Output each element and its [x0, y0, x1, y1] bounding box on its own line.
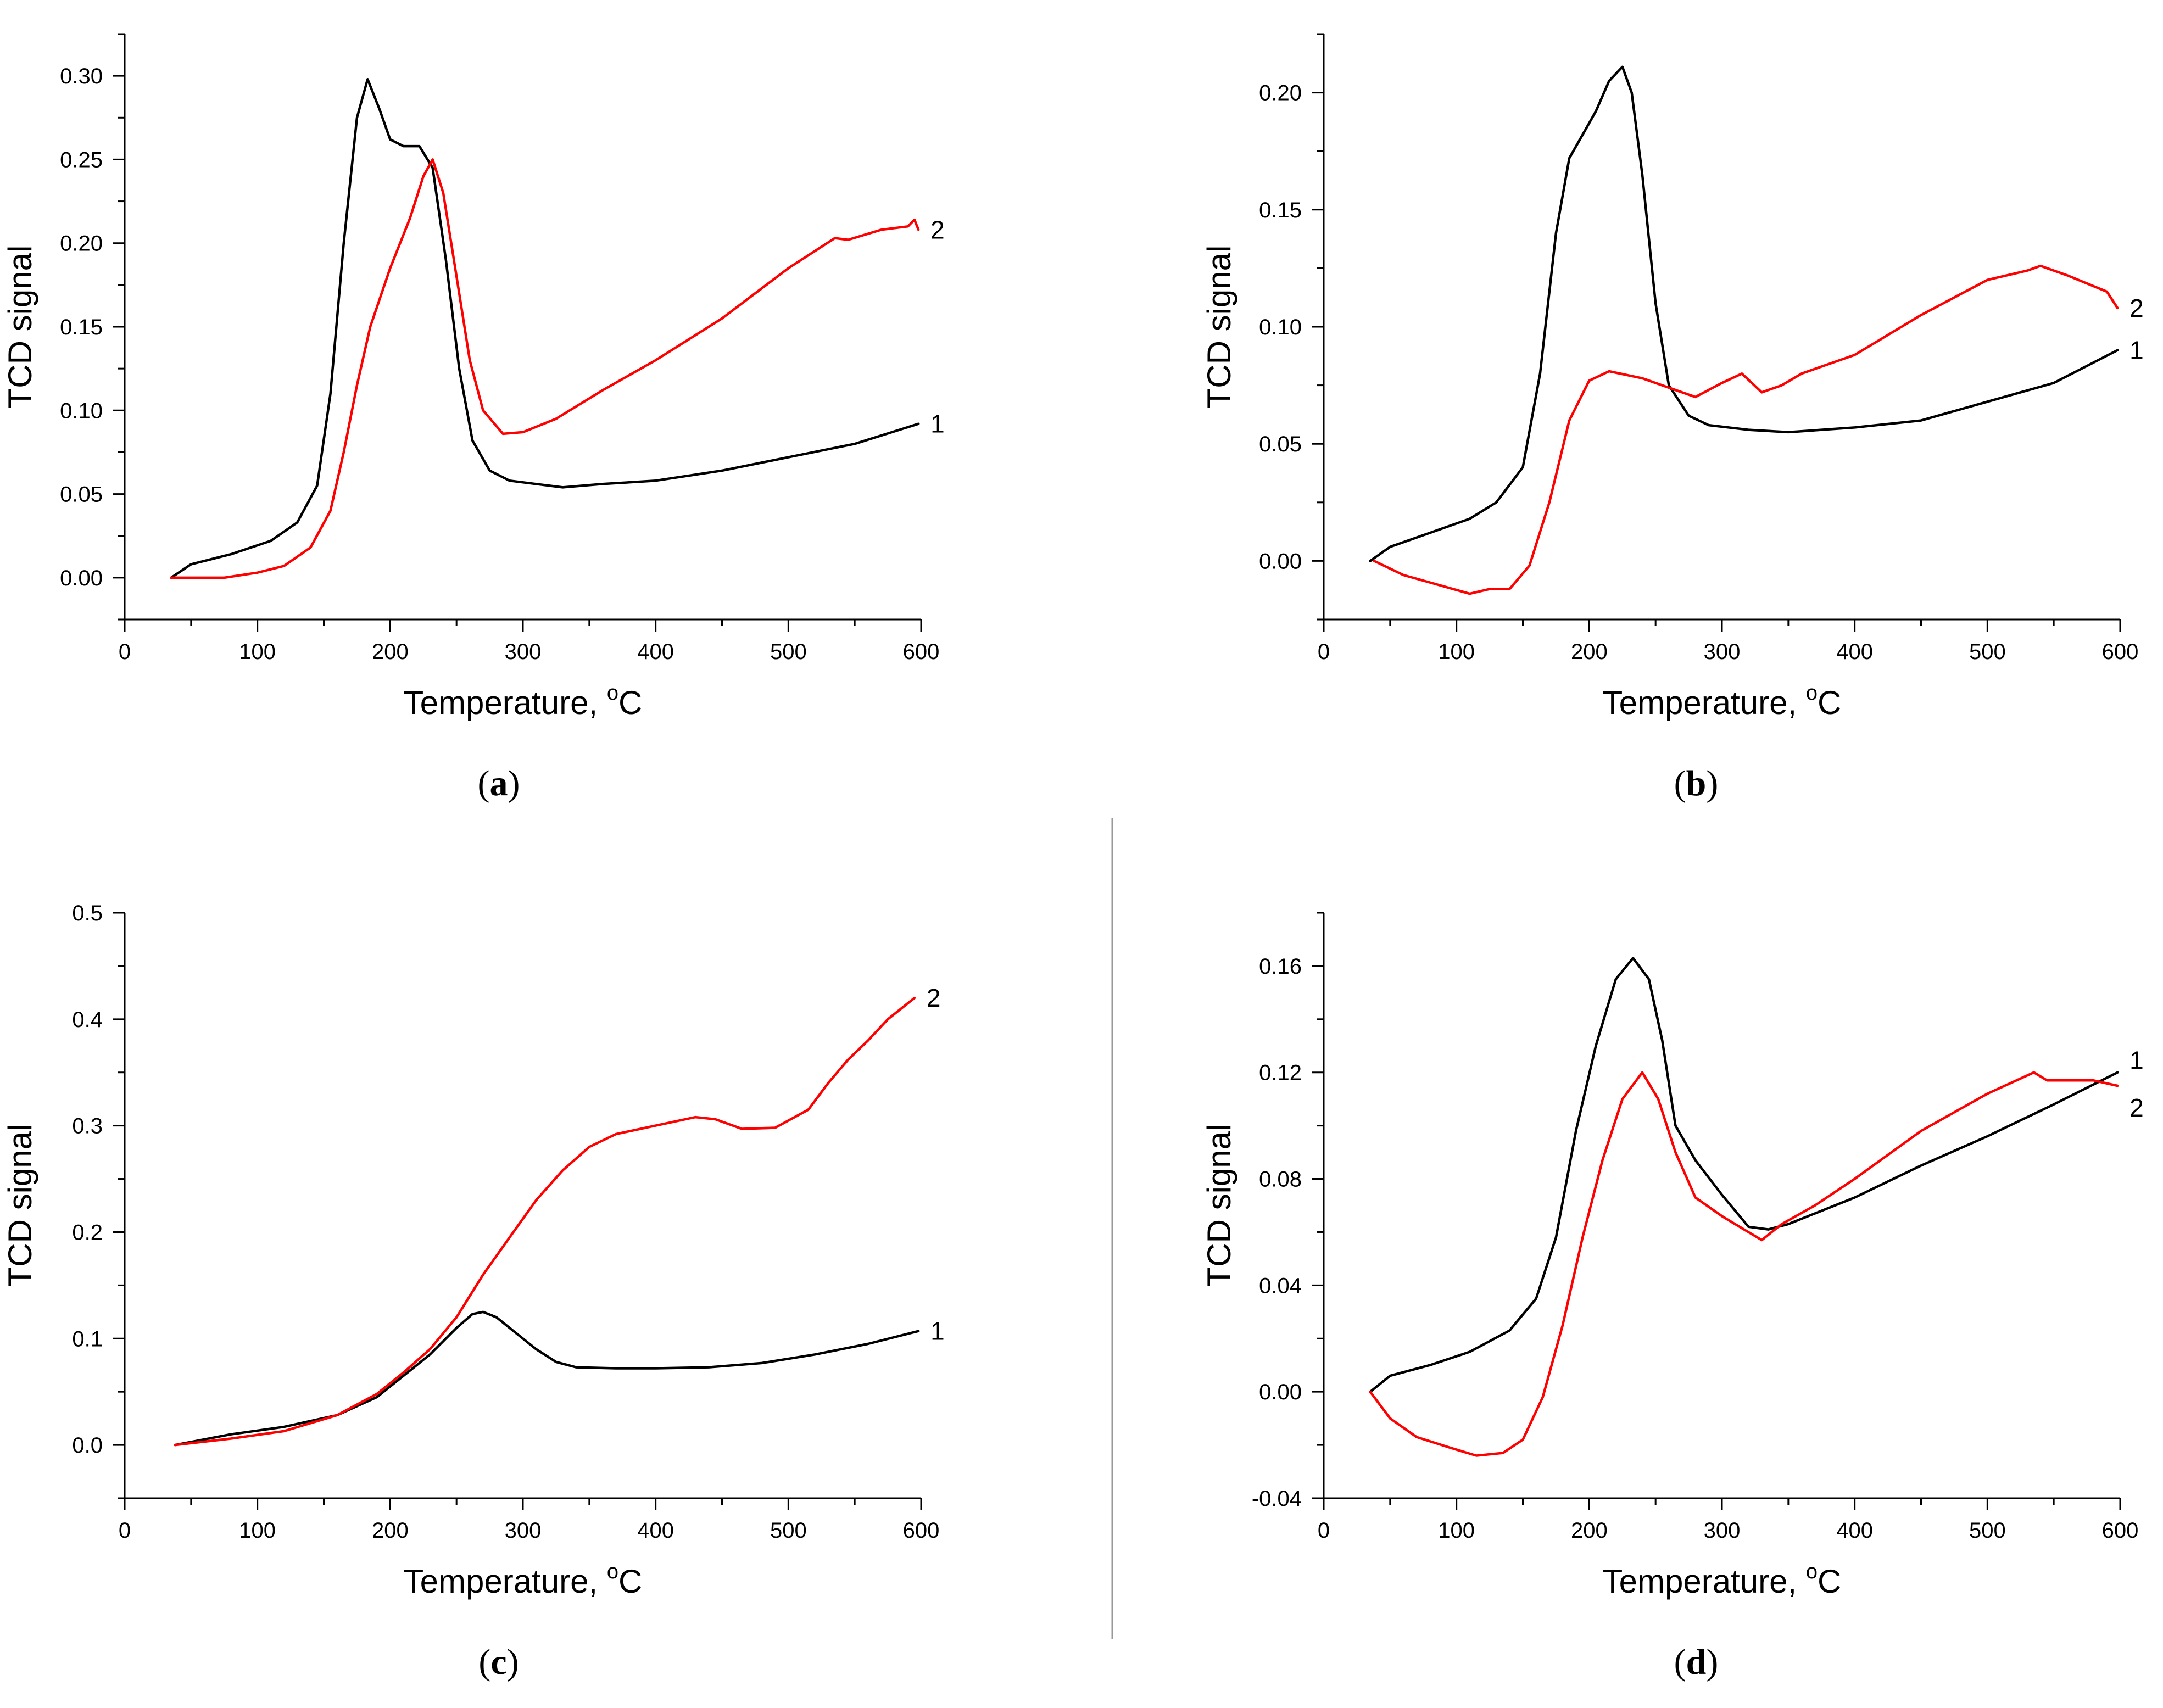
x-tick-label: 300 — [1704, 640, 1741, 664]
chart-panel-d: 0 100 200 300 400 500 600 -0.04 0.00 0.04 0.08 0.12… — [1201, 912, 2144, 1682]
x-tick-label: 600 — [2102, 640, 2139, 664]
x-tick-label: 600 — [2102, 1519, 2139, 1543]
y-axis-title: TCD signal — [2, 1124, 38, 1287]
y-tick-label: 0.16 — [1259, 955, 1302, 979]
y-axis-title: TCD signal — [1201, 1124, 1237, 1287]
x-tick-label: 600 — [903, 640, 940, 664]
chart-panel-c: 0 100 200 300 400 500 600 0.0 0.1 0.2 0.3 0.4 0.5 Tem… — [2, 901, 945, 1682]
x-tick-label: 600 — [903, 1519, 940, 1543]
x-tick-label: 300 — [505, 1519, 542, 1543]
series-label-2: 2 — [927, 984, 941, 1012]
x-axis-title: Temperature, oC — [1603, 682, 1842, 721]
y-tick-label: 0.05 — [60, 483, 103, 507]
x-tick-label: 0 — [1318, 640, 1330, 664]
y-tick-label: 0.5 — [72, 901, 103, 925]
x-axis-title: Temperature, oC — [404, 682, 643, 721]
x-tick-label: 500 — [770, 640, 807, 664]
x-tick-label: 0 — [1318, 1519, 1330, 1543]
x-tick-label: 400 — [1836, 1519, 1873, 1543]
y-tick-label: 0.08 — [1259, 1168, 1302, 1192]
y-axis-title: TCD signal — [1201, 245, 1237, 409]
series-line-1 — [1369, 65, 2119, 562]
y-tick-label: 0.25 — [60, 148, 103, 172]
series-label-1: 1 — [2129, 1046, 2144, 1075]
series-label-2: 2 — [2129, 1093, 2144, 1122]
series-line-1 — [170, 77, 920, 579]
y-tick-label: 0.20 — [60, 232, 103, 256]
x-tick-label: 200 — [1571, 1519, 1608, 1543]
x-tick-label: 300 — [1704, 1519, 1741, 1543]
panel-caption: (d) — [1674, 1642, 1719, 1682]
x-axis-title: Temperature, oC — [404, 1560, 643, 1600]
x-tick-label: 200 — [372, 1519, 409, 1543]
x-tick-label: 400 — [1836, 640, 1873, 664]
panel-caption: (c) — [478, 1642, 519, 1682]
x-tick-label: 0 — [119, 1519, 131, 1543]
y-tick-label: 0.20 — [1259, 81, 1302, 105]
x-tick-label: 0 — [119, 640, 131, 664]
y-tick-label: 0.00 — [1259, 549, 1302, 573]
x-tick-label: 100 — [1438, 640, 1475, 664]
y-tick-label: 0.12 — [1259, 1061, 1302, 1085]
y-tick-label: 0.0 — [72, 1433, 103, 1458]
x-axis-title: Temperature, oC — [1603, 1560, 1842, 1600]
x-tick-label: 500 — [1969, 640, 2006, 664]
y-tick-label: 0.10 — [60, 399, 103, 423]
y-tick-label: -0.04 — [1252, 1487, 1302, 1511]
x-tick-label: 100 — [239, 640, 276, 664]
x-tick-label: 400 — [637, 1519, 674, 1543]
series-line-1 — [1369, 957, 2119, 1393]
x-tick-label: 500 — [770, 1519, 807, 1543]
series-line-2 — [170, 158, 920, 579]
y-tick-label: 0.10 — [1259, 315, 1302, 339]
y-tick-label: 0.30 — [60, 64, 103, 88]
series-label-2: 2 — [930, 215, 945, 244]
series-line-2 — [1373, 264, 2119, 595]
y-tick-label: 0.15 — [60, 315, 103, 339]
y-tick-label: 0.00 — [60, 566, 103, 590]
series-label-1: 1 — [930, 410, 945, 438]
panel-caption: (b) — [1674, 763, 1719, 803]
y-tick-label: 0.05 — [1259, 432, 1302, 456]
x-tick-label: 400 — [637, 640, 674, 664]
panel-caption: (a) — [478, 763, 520, 803]
y-tick-label: 0.15 — [1259, 198, 1302, 222]
y-tick-label: 0.4 — [72, 1008, 103, 1032]
y-tick-label: 0.04 — [1259, 1274, 1302, 1298]
series-line-2 — [1369, 1071, 2119, 1457]
series-line-2 — [174, 996, 916, 1447]
chart-panel-a: 0 100 200 300 400 500 600 0.00 0.05 0.10 0.15 0.20 0… — [2, 33, 945, 803]
y-tick-label: 0.00 — [1259, 1380, 1302, 1404]
x-tick-label: 200 — [1571, 640, 1608, 664]
x-tick-label: 200 — [372, 640, 409, 664]
y-tick-label: 0.2 — [72, 1220, 103, 1244]
y-axis-title: TCD signal — [2, 245, 38, 409]
x-tick-label: 100 — [1438, 1519, 1475, 1543]
y-tick-label: 0.1 — [72, 1327, 103, 1351]
chart-panel-b: 0 100 200 300 400 500 600 0.00 0.05 0.10 0.15 0.20 T… — [1201, 33, 2144, 803]
series-line-1 — [174, 1310, 920, 1447]
series-label-1: 1 — [2129, 336, 2144, 365]
x-tick-label: 500 — [1969, 1519, 2006, 1543]
series-label-1: 1 — [930, 1317, 945, 1346]
x-tick-label: 300 — [505, 640, 542, 664]
y-tick-label: 0.3 — [72, 1114, 103, 1138]
x-tick-label: 100 — [239, 1519, 276, 1543]
series-label-2: 2 — [2129, 294, 2144, 322]
